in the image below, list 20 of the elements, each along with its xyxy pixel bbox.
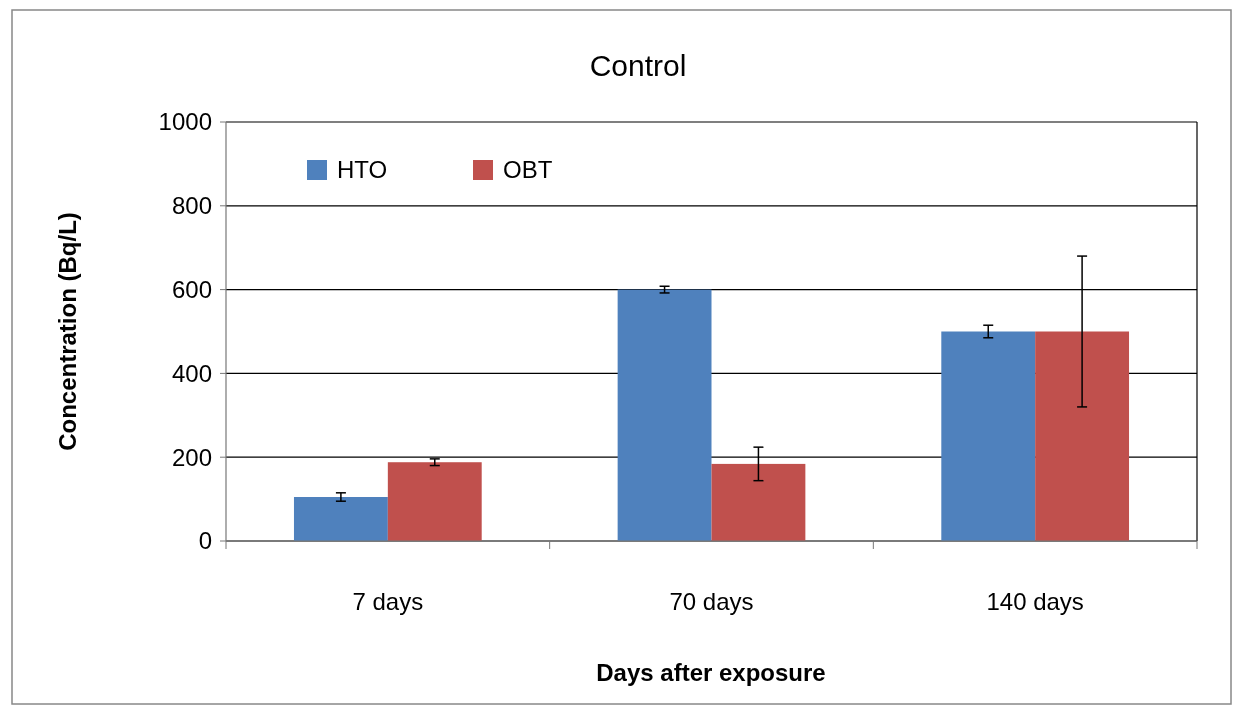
chart-title: Control <box>589 49 687 82</box>
y-axis-title: Concentration (Bq/L) <box>54 212 81 451</box>
bar <box>293 497 388 541</box>
legend-label: OBT <box>503 156 553 184</box>
bar <box>1035 331 1130 541</box>
bar <box>941 331 1036 541</box>
y-tick-label: 0 <box>198 527 212 555</box>
x-tick-label: 70 days <box>669 588 754 615</box>
legend-label: HTO <box>337 156 388 184</box>
y-tick-label: 600 <box>171 276 212 303</box>
y-tick-label: 200 <box>171 443 212 471</box>
bar <box>617 289 712 541</box>
x-tick-label: 7 days <box>352 588 424 615</box>
y-tick-label: 400 <box>171 359 212 387</box>
x-axis-title: Days after exposure <box>596 659 826 686</box>
x-tick-label: 140 days <box>986 588 1084 615</box>
y-tick-label: 1000 <box>158 108 212 136</box>
bar <box>711 463 806 541</box>
bar <box>387 462 482 541</box>
y-tick-label: 800 <box>171 192 212 220</box>
